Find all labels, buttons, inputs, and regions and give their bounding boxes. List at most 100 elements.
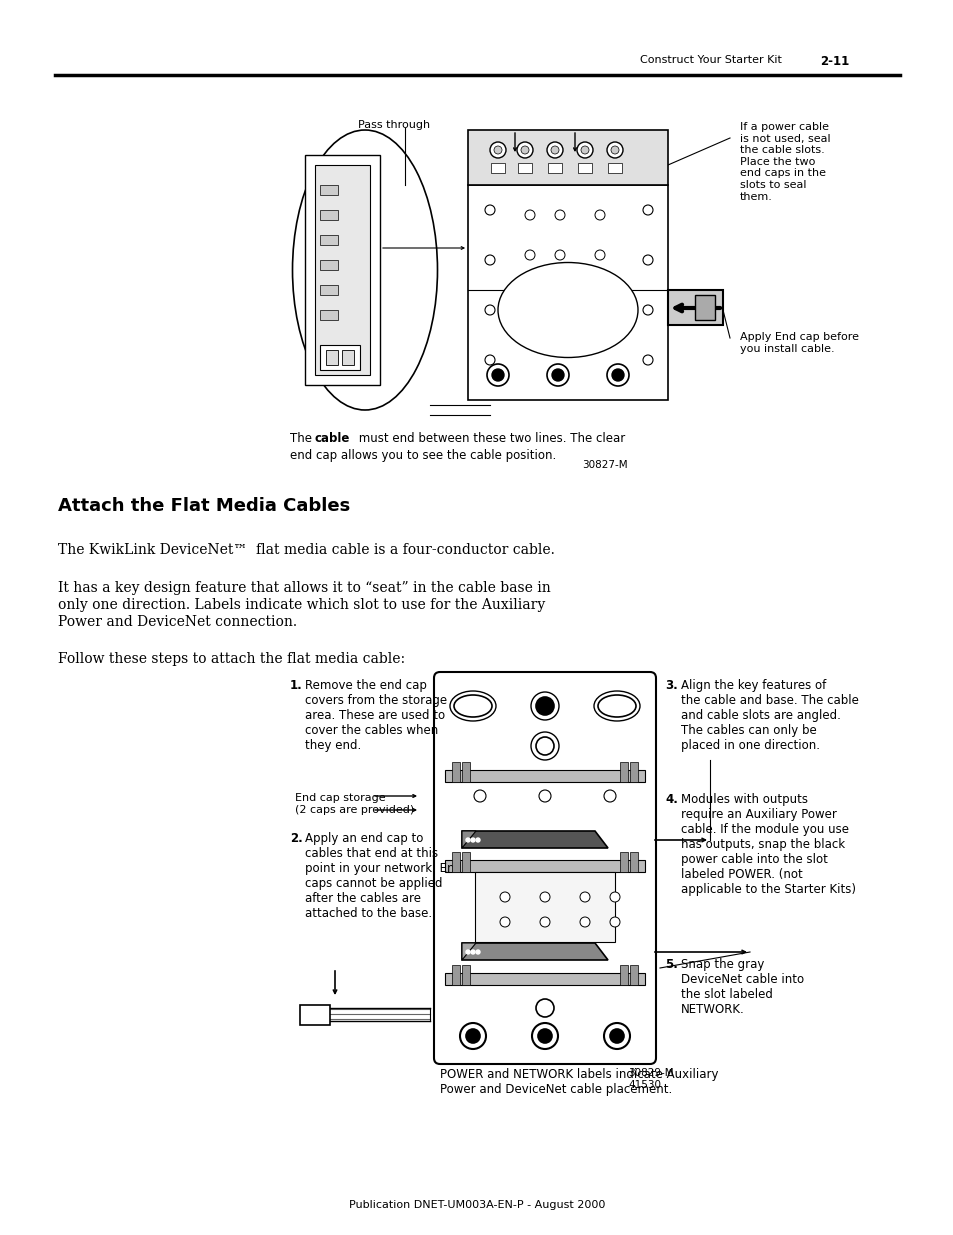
Text: only one direction. Labels indicate which slot to use for the Auxiliary: only one direction. Labels indicate whic… (58, 598, 545, 613)
Ellipse shape (497, 263, 638, 357)
Circle shape (552, 369, 563, 382)
Circle shape (606, 142, 622, 158)
Text: If a power cable
is not used, seal
the cable slots.
Place the two
end caps in th: If a power cable is not used, seal the c… (740, 122, 830, 201)
Text: 4.: 4. (664, 793, 678, 806)
Circle shape (465, 1029, 479, 1044)
Circle shape (546, 142, 562, 158)
Bar (452, 965, 459, 986)
Polygon shape (461, 831, 476, 848)
Circle shape (484, 254, 495, 266)
Bar (319, 210, 337, 220)
Text: Remove the end cap
covers from the storage
area. These are used to
cover the cab: Remove the end cap covers from the stora… (305, 679, 447, 752)
Circle shape (579, 918, 589, 927)
Circle shape (520, 146, 529, 154)
Bar (695, 295, 714, 320)
Circle shape (546, 364, 568, 387)
Text: Modules with outputs
require an Auxiliary Power
cable. If the module you use
has: Modules with outputs require an Auxiliar… (680, 793, 855, 897)
Text: Pass through: Pass through (357, 120, 430, 130)
Bar (452, 852, 459, 872)
Bar (468, 130, 667, 185)
Circle shape (465, 839, 470, 842)
Ellipse shape (450, 692, 496, 721)
Bar (619, 762, 627, 782)
Bar (444, 769, 644, 782)
Ellipse shape (532, 693, 558, 719)
Circle shape (539, 892, 550, 902)
Bar (629, 762, 638, 782)
Ellipse shape (454, 695, 492, 718)
Circle shape (531, 692, 558, 720)
Polygon shape (461, 944, 476, 960)
Circle shape (484, 205, 495, 215)
Bar (305, 156, 379, 385)
Ellipse shape (293, 130, 437, 410)
Circle shape (642, 305, 652, 315)
Circle shape (524, 249, 535, 261)
Bar (319, 261, 337, 270)
Circle shape (494, 146, 501, 154)
Bar (517, 163, 532, 173)
Bar (452, 762, 459, 782)
Bar (444, 973, 644, 986)
Circle shape (609, 1029, 623, 1044)
Circle shape (609, 892, 619, 902)
Bar (314, 165, 370, 375)
Circle shape (471, 950, 475, 953)
Circle shape (499, 918, 510, 927)
Text: must end between these two lines. The clear: must end between these two lines. The cl… (355, 432, 624, 445)
Circle shape (490, 142, 505, 158)
Text: Align the key features of
the cable and base. The cable
and cable slots are angl: Align the key features of the cable and … (680, 679, 858, 752)
FancyBboxPatch shape (434, 672, 656, 1065)
Text: The KwikLink DeviceNet™  flat media cable is a four-conductor cable.: The KwikLink DeviceNet™ flat media cable… (58, 543, 555, 557)
Bar (619, 965, 627, 986)
Text: Construct Your Starter Kit: Construct Your Starter Kit (639, 56, 781, 65)
Circle shape (642, 354, 652, 366)
Circle shape (536, 737, 554, 755)
Circle shape (459, 1023, 485, 1049)
Bar (619, 852, 627, 872)
Text: end cap allows you to see the cable position.: end cap allows you to see the cable posi… (290, 450, 556, 462)
Text: 30827-M: 30827-M (581, 459, 627, 471)
Circle shape (484, 305, 495, 315)
Circle shape (476, 839, 479, 842)
Circle shape (595, 249, 604, 261)
Circle shape (555, 249, 564, 261)
Bar (547, 163, 561, 173)
Bar (299, 1005, 330, 1025)
Text: Power and DeviceNet connection.: Power and DeviceNet connection. (58, 615, 296, 629)
Text: POWER and NETWORK labels indicate Auxiliary
Power and DeviceNet cable placement.: POWER and NETWORK labels indicate Auxili… (439, 1068, 718, 1095)
Bar (341, 350, 354, 366)
Text: 5.: 5. (664, 958, 678, 971)
Circle shape (538, 790, 551, 802)
Circle shape (532, 1023, 558, 1049)
Bar (461, 852, 470, 872)
Bar (461, 762, 470, 782)
Bar (491, 163, 504, 173)
Circle shape (642, 205, 652, 215)
Bar (326, 350, 337, 366)
Text: 2-11: 2-11 (820, 56, 848, 68)
Bar (461, 965, 470, 986)
Circle shape (517, 142, 533, 158)
Circle shape (531, 732, 558, 760)
Bar (629, 852, 638, 872)
Bar (629, 965, 638, 986)
Text: Apply End cap before
you install cable.: Apply End cap before you install cable. (740, 332, 858, 353)
Circle shape (465, 950, 470, 953)
Text: Follow these steps to attach the flat media cable:: Follow these steps to attach the flat me… (58, 652, 405, 666)
Text: Apply an end cap to
cables that end at this
point in your network. End
caps cann: Apply an end cap to cables that end at t… (305, 832, 461, 920)
Circle shape (536, 999, 554, 1016)
Text: 30829-M
41530: 30829-M 41530 (627, 1068, 673, 1089)
Circle shape (610, 146, 618, 154)
Circle shape (484, 354, 495, 366)
Circle shape (595, 210, 604, 220)
Circle shape (499, 892, 510, 902)
Bar (319, 185, 337, 195)
Text: NETWORK: NETWORK (503, 944, 566, 953)
Polygon shape (461, 831, 607, 848)
Text: Publication DNET-UM003A-EN-P - August 2000: Publication DNET-UM003A-EN-P - August 20… (349, 1200, 604, 1210)
Bar (319, 235, 337, 245)
Circle shape (612, 369, 623, 382)
Circle shape (492, 369, 503, 382)
Text: POWER: POWER (507, 831, 553, 841)
